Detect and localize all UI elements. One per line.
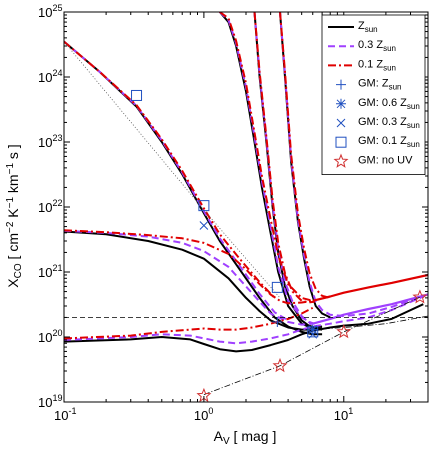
legend-label: GM: 0.6 Zsun — [358, 97, 420, 111]
legend-entry-5: GM: 0.3 Zsun — [336, 116, 420, 130]
series-line-dashdot-red-12 — [64, 229, 313, 305]
series-line-dashed-purple-6 — [64, 229, 313, 326]
legend-label: 0.1 Zsun — [358, 58, 396, 72]
series-line-solid-black-3 — [219, 12, 323, 331]
series-line-dashdot-red-17 — [64, 40, 276, 299]
legend-frame — [321, 14, 426, 176]
y-tick-label: 1024 — [38, 68, 62, 85]
x-tick-label: 101 — [334, 406, 353, 423]
x-tick-label: 100 — [194, 406, 213, 423]
series-layer — [64, 12, 428, 395]
series-line-dashdot-red-14 — [219, 12, 313, 302]
series-line-dashed-purple-8 — [219, 12, 314, 325]
y-tick-label: 1023 — [38, 133, 62, 150]
legend-label: GM: 0.3 Zsun — [358, 116, 420, 130]
marker-cross-blue-2 — [199, 221, 209, 230]
series-line-dashdot-red-13 — [64, 307, 314, 340]
x-axis-label: AV [ mag ] — [214, 428, 277, 447]
legend-box: Zsun 0.3 Zsun 0.1 Zsun GM: Zsun GM: 0.6 Zsun… — [321, 14, 426, 176]
series-line-dotted-black-20 — [64, 41, 281, 299]
series-line-solid-black-2 — [64, 303, 424, 353]
legend-entry-3: GM: Zsun — [336, 78, 401, 92]
legend-entry-1: 0.3 Zsun — [328, 39, 396, 53]
legend-label: GM: no UV — [358, 154, 413, 166]
legend-entry-0: Zsun — [328, 20, 378, 34]
legend-entry-4: GM: 0.6 Zsun — [336, 97, 420, 111]
legend-label: 0.3 Zsun — [358, 39, 396, 53]
marker-square-blue-1 — [198, 200, 210, 212]
y-axis-label: XCO [ cm−2 K−1 km−1 s ] — [5, 144, 24, 287]
marker-star-red-10 — [336, 324, 352, 339]
x-tick-label: 10-1 — [54, 406, 76, 423]
series-line-dashed-purple-7 — [64, 295, 424, 345]
marker-layer — [131, 89, 428, 402]
y-tick-label: 1022 — [38, 198, 62, 215]
marker-star-red-9 — [272, 357, 288, 373]
marker-asterisk-blue-6 — [307, 324, 318, 335]
series-line-solid-purple-thick-19 — [312, 293, 428, 325]
legend-entry-6: GM: 0.1 Zsun — [335, 135, 420, 149]
y-tick-label: 1025 — [38, 3, 62, 20]
legend-label: Zsun — [358, 20, 378, 34]
series-line-dashdot-black-thin-23 — [312, 315, 428, 330]
marker-plus-blue-4 — [272, 317, 283, 328]
marker-star-red-11 — [412, 289, 428, 304]
legend-entry-2: 0.1 Zsun — [328, 58, 396, 72]
series-line-dashdot-red-15 — [253, 12, 315, 304]
y-tick-label: 1021 — [38, 263, 62, 280]
y-tick-label: 1019 — [38, 393, 62, 410]
legend-entry-7: GM: no UV — [333, 153, 413, 168]
legend-label: GM: Zsun — [358, 78, 401, 92]
tick-layer: 1019 1020 1021 1022 1023 1024 1025 10-1 100 101 — [38, 3, 429, 423]
series-line-solid-black-1 — [64, 230, 323, 331]
series-line-dashdot-black-thin-22 — [203, 296, 421, 395]
legend-label: GM: 0.1 Zsun — [358, 135, 420, 149]
series-line-solid-black-4 — [253, 12, 323, 329]
series-line-solid-red-thick-18 — [312, 273, 428, 302]
marker-cross-blue-7 — [308, 329, 318, 339]
y-tick-label: 1020 — [38, 328, 62, 345]
marker-square-blue-0 — [131, 89, 143, 101]
marker-square-blue-3 — [271, 281, 283, 293]
series-line-dashdot-red-16 — [279, 12, 331, 299]
